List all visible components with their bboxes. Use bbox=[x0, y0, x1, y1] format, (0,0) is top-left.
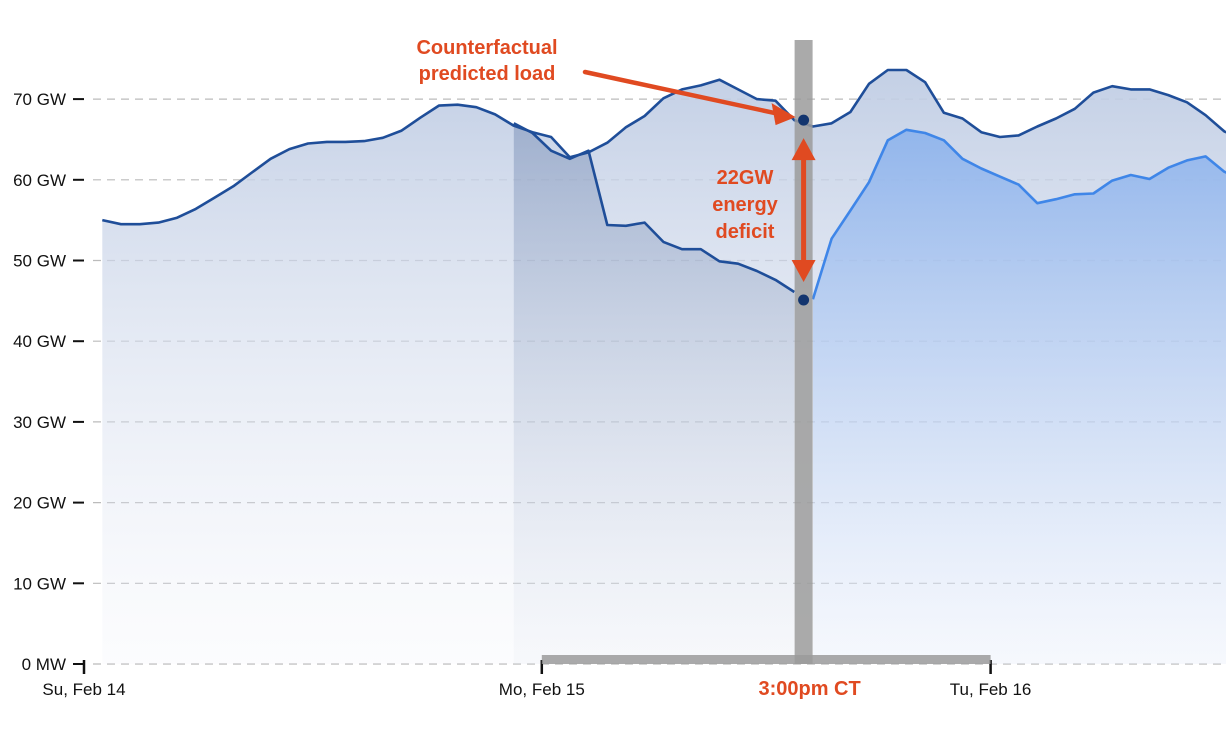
deficit-arrow-head-down bbox=[791, 260, 816, 283]
x-tick-label: Su, Feb 14 bbox=[42, 680, 125, 699]
actual-line-outage bbox=[513, 122, 796, 294]
series-lines bbox=[102, 68, 1226, 300]
data-point-marker bbox=[798, 114, 810, 126]
y-tick-label: 10 GW bbox=[13, 574, 66, 593]
time-highlight-bar bbox=[794, 40, 813, 664]
deficit-annotation-label: 22GW bbox=[717, 167, 774, 189]
x-tick-label: Tu, Feb 16 bbox=[950, 680, 1032, 699]
deficit-annotation-label: deficit bbox=[716, 221, 775, 243]
y-tick-label: 70 GW bbox=[13, 90, 66, 109]
data-point-marker bbox=[798, 294, 810, 306]
counterfactual-annotation-label: predicted load bbox=[419, 63, 556, 85]
y-tick-label: 60 GW bbox=[13, 171, 66, 190]
actual-line-recovery bbox=[811, 128, 1226, 300]
axes: 0 MW 10 GW 20 GW 30 GW 40 GW 50 GW 60 GW 70 GW S… bbox=[13, 90, 1031, 699]
shaded-window-area bbox=[513, 123, 795, 665]
annotations: Counterfactual predicted load 22GW energy de… bbox=[416, 37, 991, 700]
deficit-annotation-label: energy bbox=[712, 194, 778, 216]
day-highlight-bar bbox=[541, 655, 991, 664]
counterfactual-arrow-shaft bbox=[582, 69, 782, 117]
counterfactual-line bbox=[102, 68, 1226, 226]
counterfactual-annotation-label: Counterfactual bbox=[416, 37, 557, 59]
y-tick-label: 30 GW bbox=[13, 413, 66, 432]
y-tick-label: 0 MW bbox=[22, 655, 66, 674]
y-tick-label: 20 GW bbox=[13, 494, 66, 513]
time-annotation-label: 3:00pm CT bbox=[758, 678, 860, 700]
deficit-arrow-head-up bbox=[791, 138, 816, 161]
y-tick-label: 40 GW bbox=[13, 332, 66, 351]
actual-area bbox=[812, 129, 1226, 664]
y-tick-label: 50 GW bbox=[13, 252, 66, 271]
counterfactual-arrow-head bbox=[771, 103, 796, 126]
areas bbox=[102, 70, 1226, 665]
x-tick-label: Mo, Feb 15 bbox=[499, 680, 585, 699]
